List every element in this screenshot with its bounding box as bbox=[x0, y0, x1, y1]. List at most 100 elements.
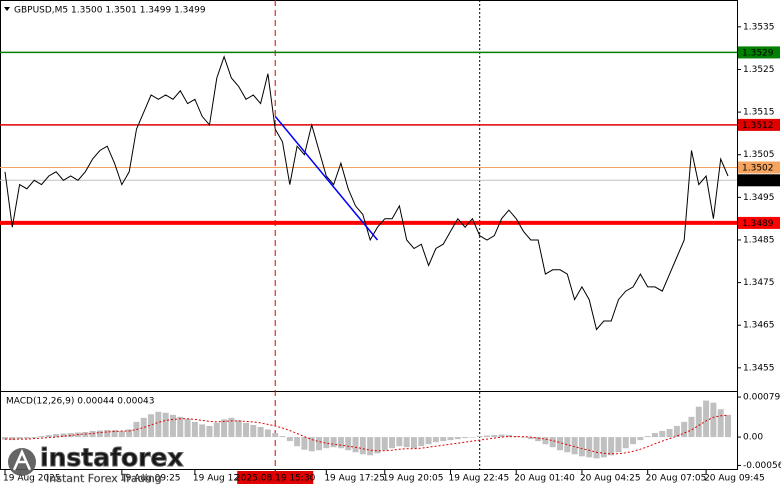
x-tick-label: 20 Aug 01:40 bbox=[514, 474, 575, 484]
macd-bar bbox=[155, 411, 162, 438]
macd-bar bbox=[359, 437, 366, 455]
macd-bar bbox=[126, 429, 133, 438]
macd-bar bbox=[403, 437, 410, 448]
x-tick-label: 20 Aug 04:25 bbox=[580, 474, 641, 484]
macd-bar bbox=[491, 435, 498, 438]
macd-bar bbox=[571, 437, 578, 455]
y-tick-label: 1.3495 bbox=[743, 193, 775, 203]
macd-bar bbox=[710, 402, 717, 438]
y-tick-label: 1.3455 bbox=[743, 363, 775, 373]
x-tick-label: 19 Aug 2025 bbox=[3, 474, 61, 484]
macd-bar bbox=[243, 422, 249, 438]
macd-bar bbox=[45, 435, 52, 438]
macd-bar bbox=[659, 431, 666, 438]
watermark-name: instaforex bbox=[40, 443, 184, 472]
macd-bar bbox=[549, 437, 556, 448]
macd-bar bbox=[396, 437, 403, 447]
x-tick-label: 20 Aug 07:05 bbox=[646, 474, 707, 484]
macd-bar bbox=[389, 437, 396, 449]
macd-bar bbox=[31, 437, 38, 439]
macd-bar bbox=[257, 426, 264, 438]
macd-bar bbox=[498, 434, 505, 438]
macd-bar bbox=[484, 435, 490, 438]
x-tick-label: 19 Aug 09:25 bbox=[120, 474, 181, 484]
macd-bar bbox=[352, 437, 359, 453]
macd-bar bbox=[221, 419, 228, 438]
macd-bar bbox=[184, 418, 191, 438]
y-tick-label: 1.3515 bbox=[743, 108, 775, 118]
macd-bar bbox=[557, 437, 564, 451]
macd-bar bbox=[148, 414, 155, 438]
macd-bar bbox=[564, 437, 571, 453]
macd-bar bbox=[67, 433, 74, 438]
chart-title: GBPUSD,M5 1.3500 1.3501 1.3499 1.3499 bbox=[14, 6, 206, 16]
y-tick-label: 1.3475 bbox=[743, 278, 775, 288]
macd-bar bbox=[374, 437, 381, 454]
macd-bar bbox=[199, 424, 206, 438]
macd-bar bbox=[615, 437, 622, 453]
level-label-box bbox=[738, 118, 780, 131]
level-label-box bbox=[738, 216, 780, 229]
level-label: 1.3499 bbox=[742, 176, 774, 186]
trend-line bbox=[274, 115, 379, 241]
y-tick-label: 1.3485 bbox=[743, 235, 775, 245]
macd-bar bbox=[418, 437, 425, 447]
macd-bar bbox=[337, 437, 344, 449]
macd-bar bbox=[513, 436, 520, 438]
macd-bar bbox=[681, 421, 688, 438]
macd-bar bbox=[316, 437, 323, 451]
macd-bar bbox=[688, 416, 695, 438]
macd-bar bbox=[308, 437, 315, 452]
macd-bar bbox=[447, 437, 454, 441]
x-tick-label: 19 Aug 17:25 bbox=[324, 474, 385, 484]
macd-bar bbox=[286, 437, 293, 442]
macd-bar bbox=[586, 437, 593, 458]
macd-bar bbox=[367, 437, 374, 456]
y-tick-label: -0.00056 bbox=[743, 461, 781, 471]
macd-bar bbox=[140, 417, 147, 438]
macd-bar bbox=[440, 437, 447, 442]
plot-frame bbox=[0, 0, 738, 470]
macd-bar bbox=[535, 437, 542, 442]
title-icon bbox=[4, 7, 10, 11]
level-label: 1.3529 bbox=[742, 48, 774, 58]
macd-bar bbox=[622, 437, 629, 449]
macd-bar bbox=[630, 437, 637, 445]
x-tick-label: 19 Aug 22:45 bbox=[448, 474, 509, 484]
macd-bar bbox=[162, 412, 169, 438]
macd-bar bbox=[53, 434, 60, 438]
level-label-box bbox=[738, 46, 780, 59]
macd-bar bbox=[169, 414, 176, 438]
macd-bar bbox=[725, 414, 731, 438]
macd-bar bbox=[476, 436, 483, 438]
x-tick-label: 19 Aug 20:05 bbox=[383, 474, 444, 484]
y-tick-label: 1.3505 bbox=[743, 150, 775, 160]
macd-bar bbox=[264, 429, 271, 438]
macd-bar bbox=[454, 437, 461, 440]
macd-title: MACD(12,26,9) 0.00044 0.00043 bbox=[6, 397, 155, 407]
macd-bar bbox=[462, 437, 469, 439]
macd-bar bbox=[425, 437, 432, 445]
macd-bar bbox=[60, 433, 67, 438]
macd-bar bbox=[191, 421, 198, 438]
macd-bar bbox=[250, 424, 257, 438]
level-label: 1.3512 bbox=[742, 121, 774, 131]
y-tick-label: 1.3465 bbox=[743, 321, 775, 331]
macd-bar bbox=[235, 420, 242, 438]
macd-bar bbox=[637, 437, 644, 441]
macd-bar bbox=[16, 437, 23, 440]
macd-bar bbox=[608, 437, 615, 456]
macd-bar bbox=[410, 437, 417, 449]
macd-bar bbox=[381, 437, 388, 451]
macd-bar bbox=[505, 435, 512, 438]
watermark-icon-figure bbox=[12, 448, 32, 471]
macd-bar bbox=[206, 425, 213, 438]
level-label: 1.3489 bbox=[742, 219, 774, 229]
macd-bar bbox=[527, 437, 534, 440]
level-label: 1.3502 bbox=[742, 164, 774, 174]
macd-bar bbox=[695, 406, 702, 438]
macd-bar bbox=[118, 431, 125, 438]
macd-bar bbox=[323, 437, 330, 449]
macd-bar bbox=[593, 437, 600, 459]
